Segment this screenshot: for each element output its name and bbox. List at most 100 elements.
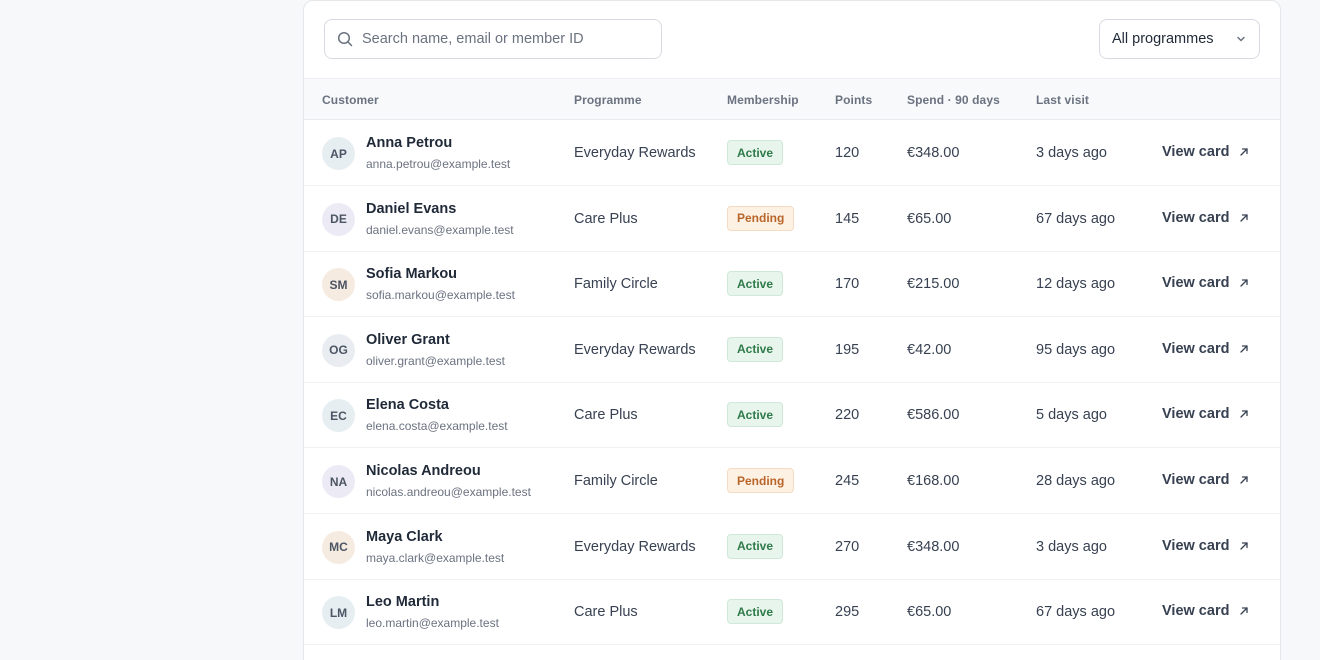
avatar: LM [322,596,355,630]
points-cell: 120 [835,145,860,161]
spend-cell: €65.00 [907,210,952,227]
view-card-label: View card [1162,472,1230,488]
programme-cell: Care Plus [574,407,638,424]
avatar: DE [322,202,355,236]
table-row: AP Anna Petrou anna.petrou@example.test … [304,120,1280,186]
last-visit-cell: 28 days ago [1036,473,1116,489]
toolbar: All programmes [304,1,1280,78]
view-card-link[interactable]: View card [1162,538,1249,554]
programme-cell: Everyday Rewards [574,145,696,161]
programme-cell: Care Plus [574,210,638,227]
view-card-link[interactable]: View card [1162,275,1249,291]
programme-cell: Everyday Rewards [574,341,696,358]
external-link-icon [1240,410,1249,419]
external-link-icon [1240,213,1249,222]
column-header-customer[interactable]: Customer [322,93,379,107]
table-row: SM Sofia Markou sofia.markou@example.tes… [304,251,1280,318]
status-badge: Active [727,599,784,625]
programme-cell: Care Plus [574,604,638,621]
last-visit-cell: 67 days ago [1036,604,1116,621]
last-visit-cell: 67 days ago [1036,210,1116,227]
status-badge: Active [727,336,784,362]
members-panel: All programmes Customer Programme Member… [303,0,1281,660]
view-card-label: View card [1162,340,1230,357]
view-card-label: View card [1162,537,1230,554]
view-card-link[interactable]: View card [1162,603,1249,619]
last-visit-cell: 12 days ago [1036,276,1116,293]
search-icon [337,31,353,47]
view-card-label: View card [1162,406,1230,423]
spend-cell: €586.00 [907,407,960,424]
customer-name: Maya Clark [366,528,443,545]
column-header-programme[interactable]: Programme [574,93,642,107]
last-visit-cell: 3 days ago [1036,145,1107,161]
points-cell: 295 [835,604,860,621]
customer-email: oliver.grant@example.test [366,353,505,368]
status-badge: Pending [727,205,795,231]
spend-cell: €215.00 [907,276,960,293]
points-cell: 270 [835,538,860,555]
customer-email: elena.costa@example.test [366,419,508,434]
customer-email: anna.petrou@example.test [366,157,511,171]
external-link-icon [1240,476,1249,484]
column-header-points[interactable]: Points [835,93,873,107]
customer-name: Leo Martin [366,594,440,611]
customer-name: Anna Petrou [366,135,453,151]
points-cell: 220 [835,407,860,424]
search-box[interactable] [324,19,662,59]
customer-name: Sofia Markou [366,266,458,283]
avatar: MC [322,530,355,564]
customer-email: leo.martin@example.test [366,616,499,631]
customer-email: daniel.evans@example.test [366,222,514,237]
customer-name: Oliver Grant [366,331,450,348]
view-card-link[interactable]: View card [1162,144,1249,160]
column-header-membership[interactable]: Membership [727,93,799,107]
view-card-label: View card [1162,144,1230,160]
external-link-icon [1240,345,1249,353]
view-card-link[interactable]: View card [1162,210,1249,226]
last-visit-cell: 5 days ago [1036,407,1107,424]
spend-cell: €348.00 [907,538,960,555]
external-link-icon [1240,541,1249,550]
spend-cell: €348.00 [907,145,960,161]
customer-name: Nicolas Andreou [366,463,481,479]
programme-filter-select[interactable]: All programmes [1099,19,1260,59]
spend-cell: €65.00 [907,604,952,621]
customer-email: nicolas.andreou@example.test [366,485,531,499]
avatar: NA [322,465,355,498]
status-badge: Active [727,533,784,559]
external-link-icon [1240,279,1249,287]
table-row: OG Oliver Grant oliver.grant@example.tes… [304,317,1280,383]
points-cell: 245 [835,473,860,489]
table-row: NA Nicolas Andreou nicolas.andreou@examp… [304,448,1280,514]
last-visit-cell: 95 days ago [1036,341,1116,358]
customer-email: maya.clark@example.test [366,550,505,565]
external-link-icon [1240,148,1249,156]
external-link-icon [1240,607,1249,615]
avatar: SM [322,268,355,302]
points-cell: 195 [835,341,860,358]
column-header-spend[interactable]: Spend · 90 days [907,93,1000,107]
view-card-label: View card [1162,603,1230,620]
status-badge: Active [727,402,784,428]
chevron-down-icon [1237,36,1245,42]
programme-cell: Everyday Rewards [574,538,696,555]
table-row: DE Daniel Evans daniel.evans@example.tes… [304,186,1280,252]
view-card-link[interactable]: View card [1162,341,1249,357]
view-card-link[interactable]: View card [1162,406,1249,422]
customer-name: Elena Costa [366,397,449,414]
view-card-link[interactable]: View card [1162,472,1249,488]
search-input[interactable] [362,31,642,47]
spend-cell: €42.00 [907,341,952,358]
last-visit-cell: 3 days ago [1036,538,1107,555]
table-row: LM Leo Martin leo.martin@example.test Ca… [304,579,1280,646]
points-cell: 145 [835,210,860,227]
programme-cell: Family Circle [574,276,658,293]
column-header-last-visit[interactable]: Last visit [1036,93,1090,107]
avatar: AP [322,137,355,170]
view-card-label: View card [1162,209,1230,226]
avatar: EC [322,399,355,433]
table-row: EC Elena Costa elena.costa@example.test … [304,382,1280,449]
programme-filter-value: All programmes [1112,31,1214,47]
status-badge: Active [727,271,784,297]
